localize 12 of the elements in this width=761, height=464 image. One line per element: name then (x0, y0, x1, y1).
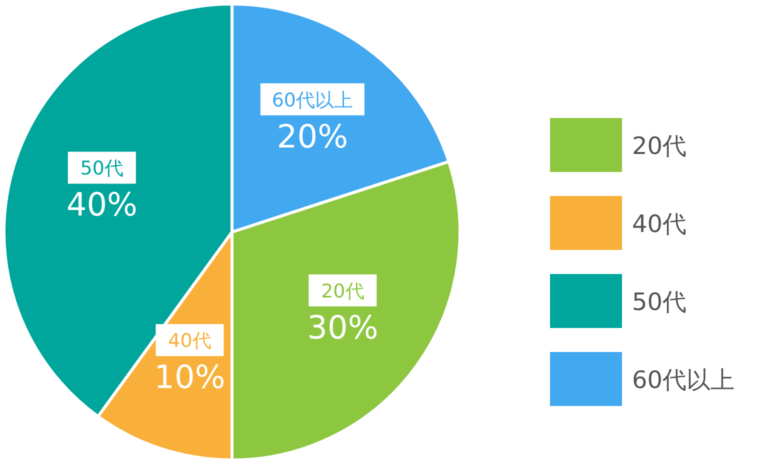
legend-label: 50代 (632, 288, 687, 316)
legend-label: 60代以上 (632, 366, 735, 394)
legend-label: 40代 (632, 210, 687, 238)
slice-label: 50代 (80, 158, 124, 180)
data-label: 40% (66, 186, 138, 224)
legend-label: 20代 (632, 132, 687, 160)
slice-label: 60代以上 (272, 89, 354, 112)
slice-label: 20代 (321, 280, 364, 302)
data-label: 30% (307, 308, 378, 346)
data-label: 20% (276, 117, 348, 156)
slice-label: 40代 (168, 330, 212, 352)
data-label: 10% (154, 358, 226, 396)
